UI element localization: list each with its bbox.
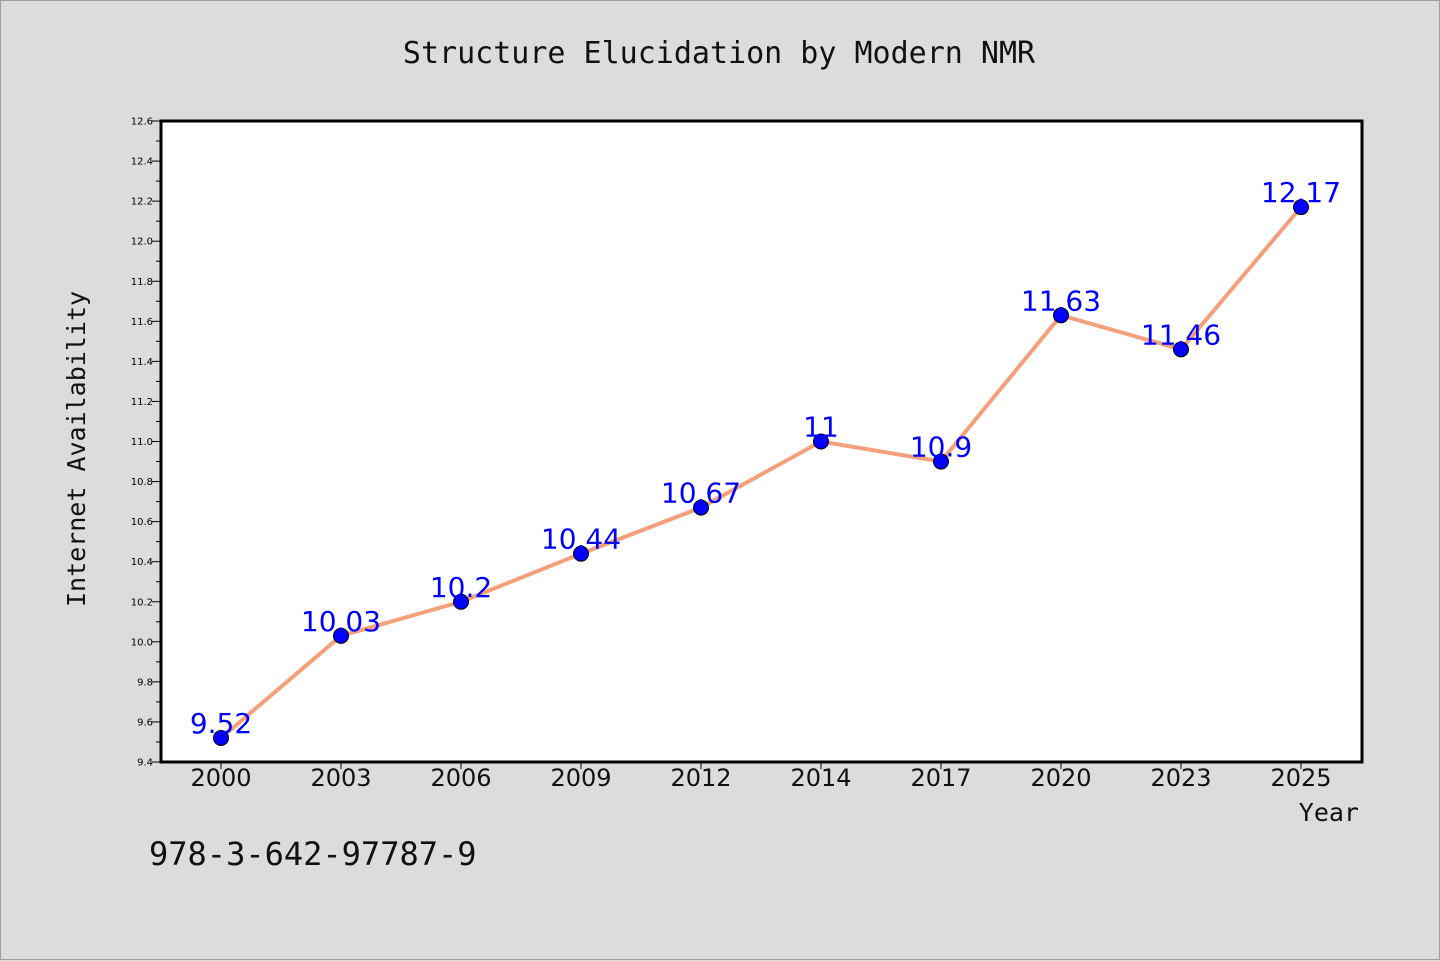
y-tick-label: 11.0 bbox=[131, 437, 153, 448]
data-label: 9.52 bbox=[190, 707, 252, 740]
data-point bbox=[1053, 307, 1069, 324]
data-label: 10.9 bbox=[910, 431, 972, 464]
x-axis-title: Year bbox=[1299, 798, 1359, 827]
data-label: 11 bbox=[803, 411, 839, 444]
data-label: 10.67 bbox=[661, 477, 741, 510]
x-tick-label: 2020 bbox=[1030, 764, 1091, 792]
x-tick-label: 2025 bbox=[1270, 764, 1331, 792]
data-point bbox=[573, 545, 589, 562]
data-label: 10.2 bbox=[430, 571, 492, 604]
y-tick-label: 10.4 bbox=[131, 557, 153, 568]
data-point bbox=[1293, 199, 1309, 216]
y-tick-label: 10.6 bbox=[131, 517, 153, 528]
chart-title: Structure Elucidation by Modern NMR bbox=[403, 36, 1036, 71]
data-label: 11.63 bbox=[1021, 284, 1101, 317]
series-line bbox=[219, 205, 1303, 740]
y-tick-label: 10.0 bbox=[131, 637, 153, 648]
x-axis: 2000 2003 2006 2009 2012 2014 2017 2020 2023 2025 bbox=[190, 762, 1332, 792]
y-tick-label: 10.2 bbox=[131, 597, 153, 608]
x-tick-label: 2009 bbox=[550, 764, 611, 792]
data-label: 10.44 bbox=[541, 523, 621, 556]
y-tick-label: 9.6 bbox=[137, 717, 153, 728]
y-axis: 9.4 9.6 9.8 10.0 10.2 10.4 10.6 10.8 11.0 11.2 11.… bbox=[131, 117, 161, 769]
isbn-text: 978-3-642-97787-9 bbox=[149, 835, 477, 873]
y-tick-label: 12.2 bbox=[131, 197, 153, 208]
x-tick-label: 2023 bbox=[1150, 764, 1211, 792]
data-point bbox=[693, 499, 709, 516]
x-tick-label: 2003 bbox=[310, 764, 371, 792]
data-point bbox=[1173, 341, 1189, 358]
data-point bbox=[453, 593, 469, 610]
x-tick-label: 2012 bbox=[670, 764, 731, 792]
plot-frame bbox=[159, 119, 1364, 764]
series-1 bbox=[213, 199, 1309, 746]
y-tick-label: 12.4 bbox=[131, 157, 153, 168]
y-tick-label: 9.4 bbox=[137, 758, 153, 769]
x-tick-label: 2014 bbox=[790, 764, 851, 792]
data-point bbox=[213, 729, 229, 746]
y-tick-label: 10.8 bbox=[131, 477, 153, 488]
data-labels: 9.52 10.03 10.2 10.44 10.67 11 10.9 11.63 11.46 1… bbox=[190, 176, 1341, 740]
data-label: 10.03 bbox=[301, 605, 381, 638]
x-tick-label: 2006 bbox=[430, 764, 491, 792]
data-label: 11.46 bbox=[1141, 318, 1221, 351]
x-tick-label: 2000 bbox=[190, 764, 251, 792]
data-label: 12.17 bbox=[1261, 176, 1341, 209]
y-axis-title: Internet Availability bbox=[62, 291, 91, 607]
y-tick-label: 11.4 bbox=[131, 357, 153, 368]
data-point bbox=[813, 433, 829, 450]
data-point bbox=[933, 453, 949, 470]
x-tick-label: 2017 bbox=[910, 764, 971, 792]
y-tick-label: 12.0 bbox=[131, 237, 153, 248]
y-tick-label: 11.6 bbox=[131, 317, 153, 328]
y-tick-label: 9.8 bbox=[137, 677, 153, 688]
plot-area bbox=[161, 121, 1362, 762]
y-tick-label: 11.8 bbox=[131, 277, 153, 288]
y-tick-label: 11.2 bbox=[131, 397, 153, 408]
data-point bbox=[333, 627, 349, 644]
y-tick-label: 12.6 bbox=[131, 117, 153, 128]
